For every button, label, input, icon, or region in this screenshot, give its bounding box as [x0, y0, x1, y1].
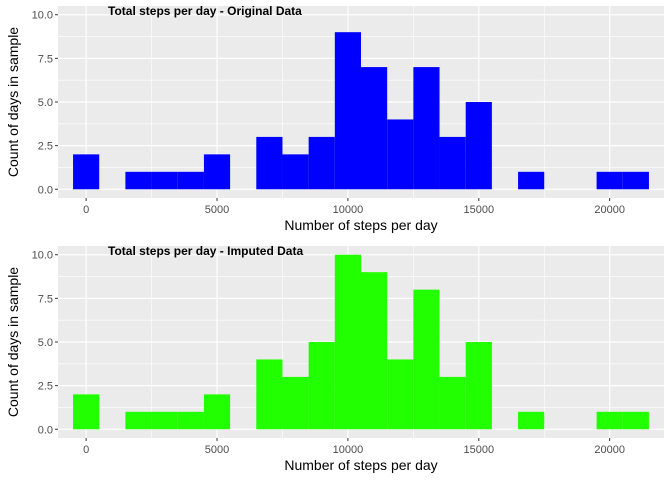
chart-original-data: 0.0 2.5 5.0 7.5 10.0 0 5000 10000 15000 20000 To…: [5, 4, 664, 233]
histogram-bar: [465, 102, 492, 190]
histogram-bar: [361, 272, 388, 430]
histogram-bar: [596, 171, 623, 190]
x-tick-label: 0: [83, 204, 89, 216]
histogram-bars: [73, 32, 649, 190]
histogram-bar: [125, 411, 152, 430]
y-tick-label: 0.0: [38, 424, 53, 436]
histogram-bar: [203, 394, 231, 430]
x-tick-label: 10000: [333, 444, 364, 456]
histogram-bar: [308, 136, 335, 190]
histogram-bar: [282, 376, 309, 430]
x-axis-ticks: 0 5000 10000 15000 20000: [83, 198, 625, 216]
x-axis-ticks: 0 5000 10000 15000 20000: [83, 438, 625, 456]
histogram-bar: [256, 359, 283, 430]
histogram-bar: [439, 136, 466, 190]
histogram-bar: [125, 171, 152, 190]
chart-original-svg: 0.0 2.5 5.0 7.5 10.0 0 5000 10000 15000 20000 To…: [5, 4, 664, 233]
x-tick-label: 15000: [464, 444, 495, 456]
y-axis-ticks: 0.0 2.5 5.0 7.5 10.0: [32, 250, 58, 436]
histogram-bar: [596, 411, 623, 430]
histogram-bar: [177, 171, 204, 190]
histogram-bar: [413, 67, 440, 190]
histogram-bar: [439, 376, 466, 430]
y-tick-label: 7.5: [38, 53, 53, 65]
histogram-bar: [622, 411, 649, 430]
histogram-bar: [334, 254, 361, 430]
x-axis-title: Number of steps per day: [284, 217, 437, 233]
y-tick-label: 5.0: [38, 337, 53, 349]
chart-imputed-svg: 0.0 2.5 5.0 7.5 10.0 0 5000 10000 15000 20000 To…: [5, 244, 664, 473]
histogram-bar: [282, 154, 309, 190]
histogram-bar: [518, 411, 545, 430]
histogram-bar: [151, 171, 178, 190]
y-tick-label: 10.0: [32, 250, 53, 262]
chart-imputed-data: 0.0 2.5 5.0 7.5 10.0 0 5000 10000 15000 20000 To…: [0, 240, 672, 480]
histogram-bar: [387, 359, 414, 430]
histogram-bar: [73, 394, 100, 430]
y-tick-label: 5.0: [38, 97, 53, 109]
y-tick-label: 0.0: [38, 184, 53, 196]
histogram-bar: [465, 342, 492, 430]
y-tick-label: 2.5: [38, 141, 53, 153]
x-tick-label: 5000: [205, 204, 229, 216]
histogram-bar: [73, 154, 100, 190]
histogram-bar: [177, 411, 204, 430]
y-tick-label: 2.5: [38, 381, 53, 393]
y-axis-title: Count of days in sample: [5, 267, 21, 417]
histogram-bar: [334, 32, 361, 190]
histogram-bar: [308, 342, 335, 430]
histogram-bar: [413, 289, 440, 430]
x-tick-label: 15000: [464, 204, 495, 216]
x-tick-label: 20000: [594, 444, 625, 456]
histogram-bar: [622, 171, 649, 190]
y-axis-title: Count of days in sample: [5, 27, 21, 177]
y-tick-label: 10.0: [32, 10, 53, 22]
x-tick-label: 20000: [594, 204, 625, 216]
histogram-bar: [203, 154, 231, 190]
x-tick-label: 10000: [333, 204, 364, 216]
y-tick-label: 7.5: [38, 293, 53, 305]
x-tick-label: 5000: [205, 444, 229, 456]
histogram-bar: [387, 119, 414, 190]
histogram-bar: [518, 171, 545, 190]
x-tick-label: 0: [83, 444, 89, 456]
histogram-bar: [361, 67, 388, 190]
histogram-bar: [151, 411, 178, 430]
histogram-bars: [73, 254, 649, 430]
y-axis-ticks: 0.0 2.5 5.0 7.5 10.0: [32, 10, 58, 196]
x-axis-title: Number of steps per day: [284, 457, 437, 473]
histogram-bar: [256, 136, 283, 190]
chart-title: Total steps per day - Imputed Data: [108, 244, 303, 258]
chart-title: Total steps per day - Original Data: [108, 4, 302, 18]
